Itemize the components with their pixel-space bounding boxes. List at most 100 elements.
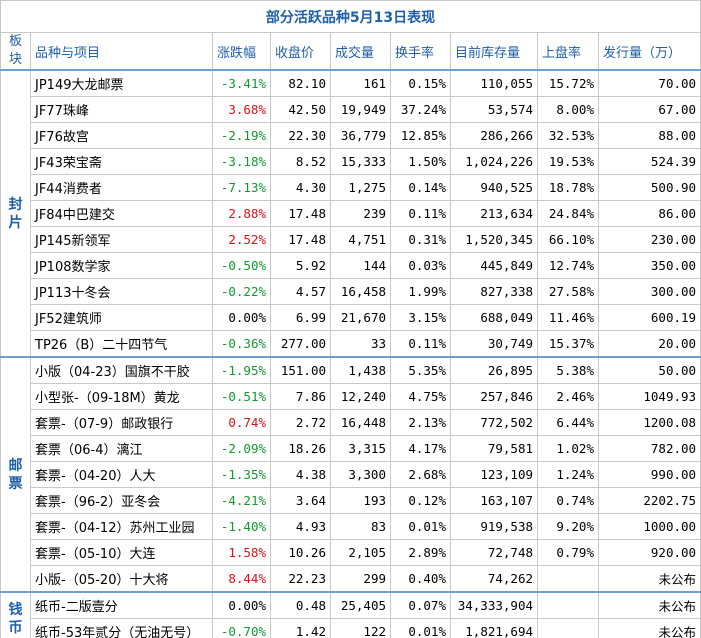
value-cell: 72,748 [450,539,538,566]
value-cell: 25,405 [330,591,391,619]
value-cell: 34,333,904 [450,591,538,619]
table-row: 套票-（04-20）人大 -1.35% 4.38 3,300 2.68% 123,109 1… [1,461,701,488]
value-cell: 990.00 [597,461,701,488]
value-cell: 0.01% [390,513,451,540]
header-row: 板块 品种与项目 涨跌幅 收盘价 成交量 换手率 目前库存量 上盘率 发行量（万） [0,32,701,71]
value-cell: 161 [330,69,391,97]
value-cell: 4.57 [270,278,331,305]
value-cell: 1,520,345 [450,226,538,253]
value-cell: 4.93 [270,513,331,540]
value-cell: -1.95% [212,356,271,384]
value-cell: 0.07% [390,591,451,619]
value-cell: 122 [330,618,391,638]
value-cell: 3,300 [330,461,391,488]
value-cell: 1.24% [537,461,599,488]
value-cell: 36,779 [330,122,391,149]
value-cell: 688,049 [450,304,538,331]
value-cell: 21,670 [330,304,391,331]
value-cell: 110,055 [450,69,538,97]
table-row: JF76故宫 -2.19% 22.30 36,779 12.85% 286,266 32.5… [1,122,701,149]
value-cell: 500.90 [597,174,701,201]
value-cell: 2202.75 [597,487,701,514]
value-cell: 67.00 [597,96,701,123]
value-cell: 0.74% [537,487,599,514]
header-cell: 收盘价 [270,32,331,71]
header-cell: 发行量（万） [597,32,701,71]
group-label: 钱币 [0,591,31,638]
value-cell: 0.11% [390,200,451,227]
table-row: 套票-（96-2）亚冬会 -4.21% 3.64 193 0.12% 163,107 0.7… [1,487,701,514]
value-cell: 12.85% [390,122,451,149]
value-cell: 0.00% [212,304,271,331]
value-cell: 19.53% [537,148,599,175]
value-cell: 123,109 [450,461,538,488]
value-cell: 30,749 [450,330,538,358]
value-cell: 151.00 [270,356,331,384]
value-cell: 18.26 [270,435,331,462]
value-cell: 0.01% [390,618,451,638]
item-name: JP113十冬会 [30,278,213,305]
table-row: JF84中巴建交 2.88% 17.48 239 0.11% 213,634 24.84% 8… [1,200,701,227]
value-cell: 66.10% [537,226,599,253]
value-cell: 772,502 [450,409,538,436]
value-cell: 74,262 [450,565,538,593]
value-cell: 16,458 [330,278,391,305]
value-cell: 2.72 [270,409,331,436]
value-cell: 0.12% [390,487,451,514]
value-cell: -7.13% [212,174,271,201]
value-cell: 0.48 [270,591,331,619]
value-cell: 42.50 [270,96,331,123]
value-cell: 1049.93 [597,383,701,410]
value-cell: 0.14% [390,174,451,201]
header-cell: 板块 [0,32,31,71]
value-cell: -0.70% [212,618,271,638]
value-cell: 277.00 [270,330,331,358]
value-cell: 2.52% [212,226,271,253]
value-cell: 8.52 [270,148,331,175]
header-cell: 换手率 [390,32,451,71]
item-name: 套票-（05-10）大连 [30,539,213,566]
value-cell: 2.68% [390,461,451,488]
value-cell: 3.64 [270,487,331,514]
value-cell: 230.00 [597,226,701,253]
table-row: 套票-（07-9）邮政银行 0.74% 2.72 16,448 2.13% 772,502… [1,409,701,436]
value-cell: 600.19 [597,304,701,331]
header-cell: 品种与项目 [30,32,213,71]
item-name: JP145新领军 [30,226,213,253]
value-cell: 3.15% [390,304,451,331]
item-name: JF44消费者 [30,174,213,201]
value-cell: 286,266 [450,122,538,149]
value-cell: -1.35% [212,461,271,488]
table-row: TP26（B）二十四节气 -0.36% 277.00 33 0.11% 30,749 15.… [1,330,701,358]
item-name: JF43荣宝斋 [30,148,213,175]
table-row: 纸币-53年贰分（无油无号） -0.70% 1.42 122 0.01% 1,821,69… [1,618,701,638]
value-cell: 15.37% [537,330,599,358]
table-row: 小型张-（09-18M）黄龙 -0.51% 7.86 12,240 4.75% 257,8… [1,383,701,410]
value-cell: 26,895 [450,356,538,384]
item-name: 小版-（05-20）十大将 [30,565,213,593]
value-cell: 19,949 [330,96,391,123]
header-cell: 上盘率 [537,32,599,71]
item-name: 小版（04-23）国旗不干胶 [30,356,213,384]
table-row: JF52建筑师 0.00% 6.99 21,670 3.15% 688,049 11.46%… [1,304,701,331]
value-cell: -0.22% [212,278,271,305]
value-cell: 299 [330,565,391,593]
value-cell: 未公布 [597,618,701,638]
value-cell: 4.75% [390,383,451,410]
value-cell [537,591,599,619]
value-cell: 6.44% [537,409,599,436]
value-cell: 32.53% [537,122,599,149]
value-cell: -1.40% [212,513,271,540]
value-cell: 2.13% [390,409,451,436]
value-cell: -4.21% [212,487,271,514]
title-row: 部分活跃品种5月13日表现 [0,0,701,33]
value-cell: 2,105 [330,539,391,566]
table-row: 封片 JP149大龙邮票 -3.41% 82.10 161 0.15% 110,055 15.… [0,69,701,358]
item-name: 套票-（04-20）人大 [30,461,213,488]
value-cell: 15,333 [330,148,391,175]
group-label: 邮票 [0,356,31,593]
value-cell: 8.44% [212,565,271,593]
value-cell: 0.79% [537,539,599,566]
item-name: JP108数学家 [30,252,213,279]
